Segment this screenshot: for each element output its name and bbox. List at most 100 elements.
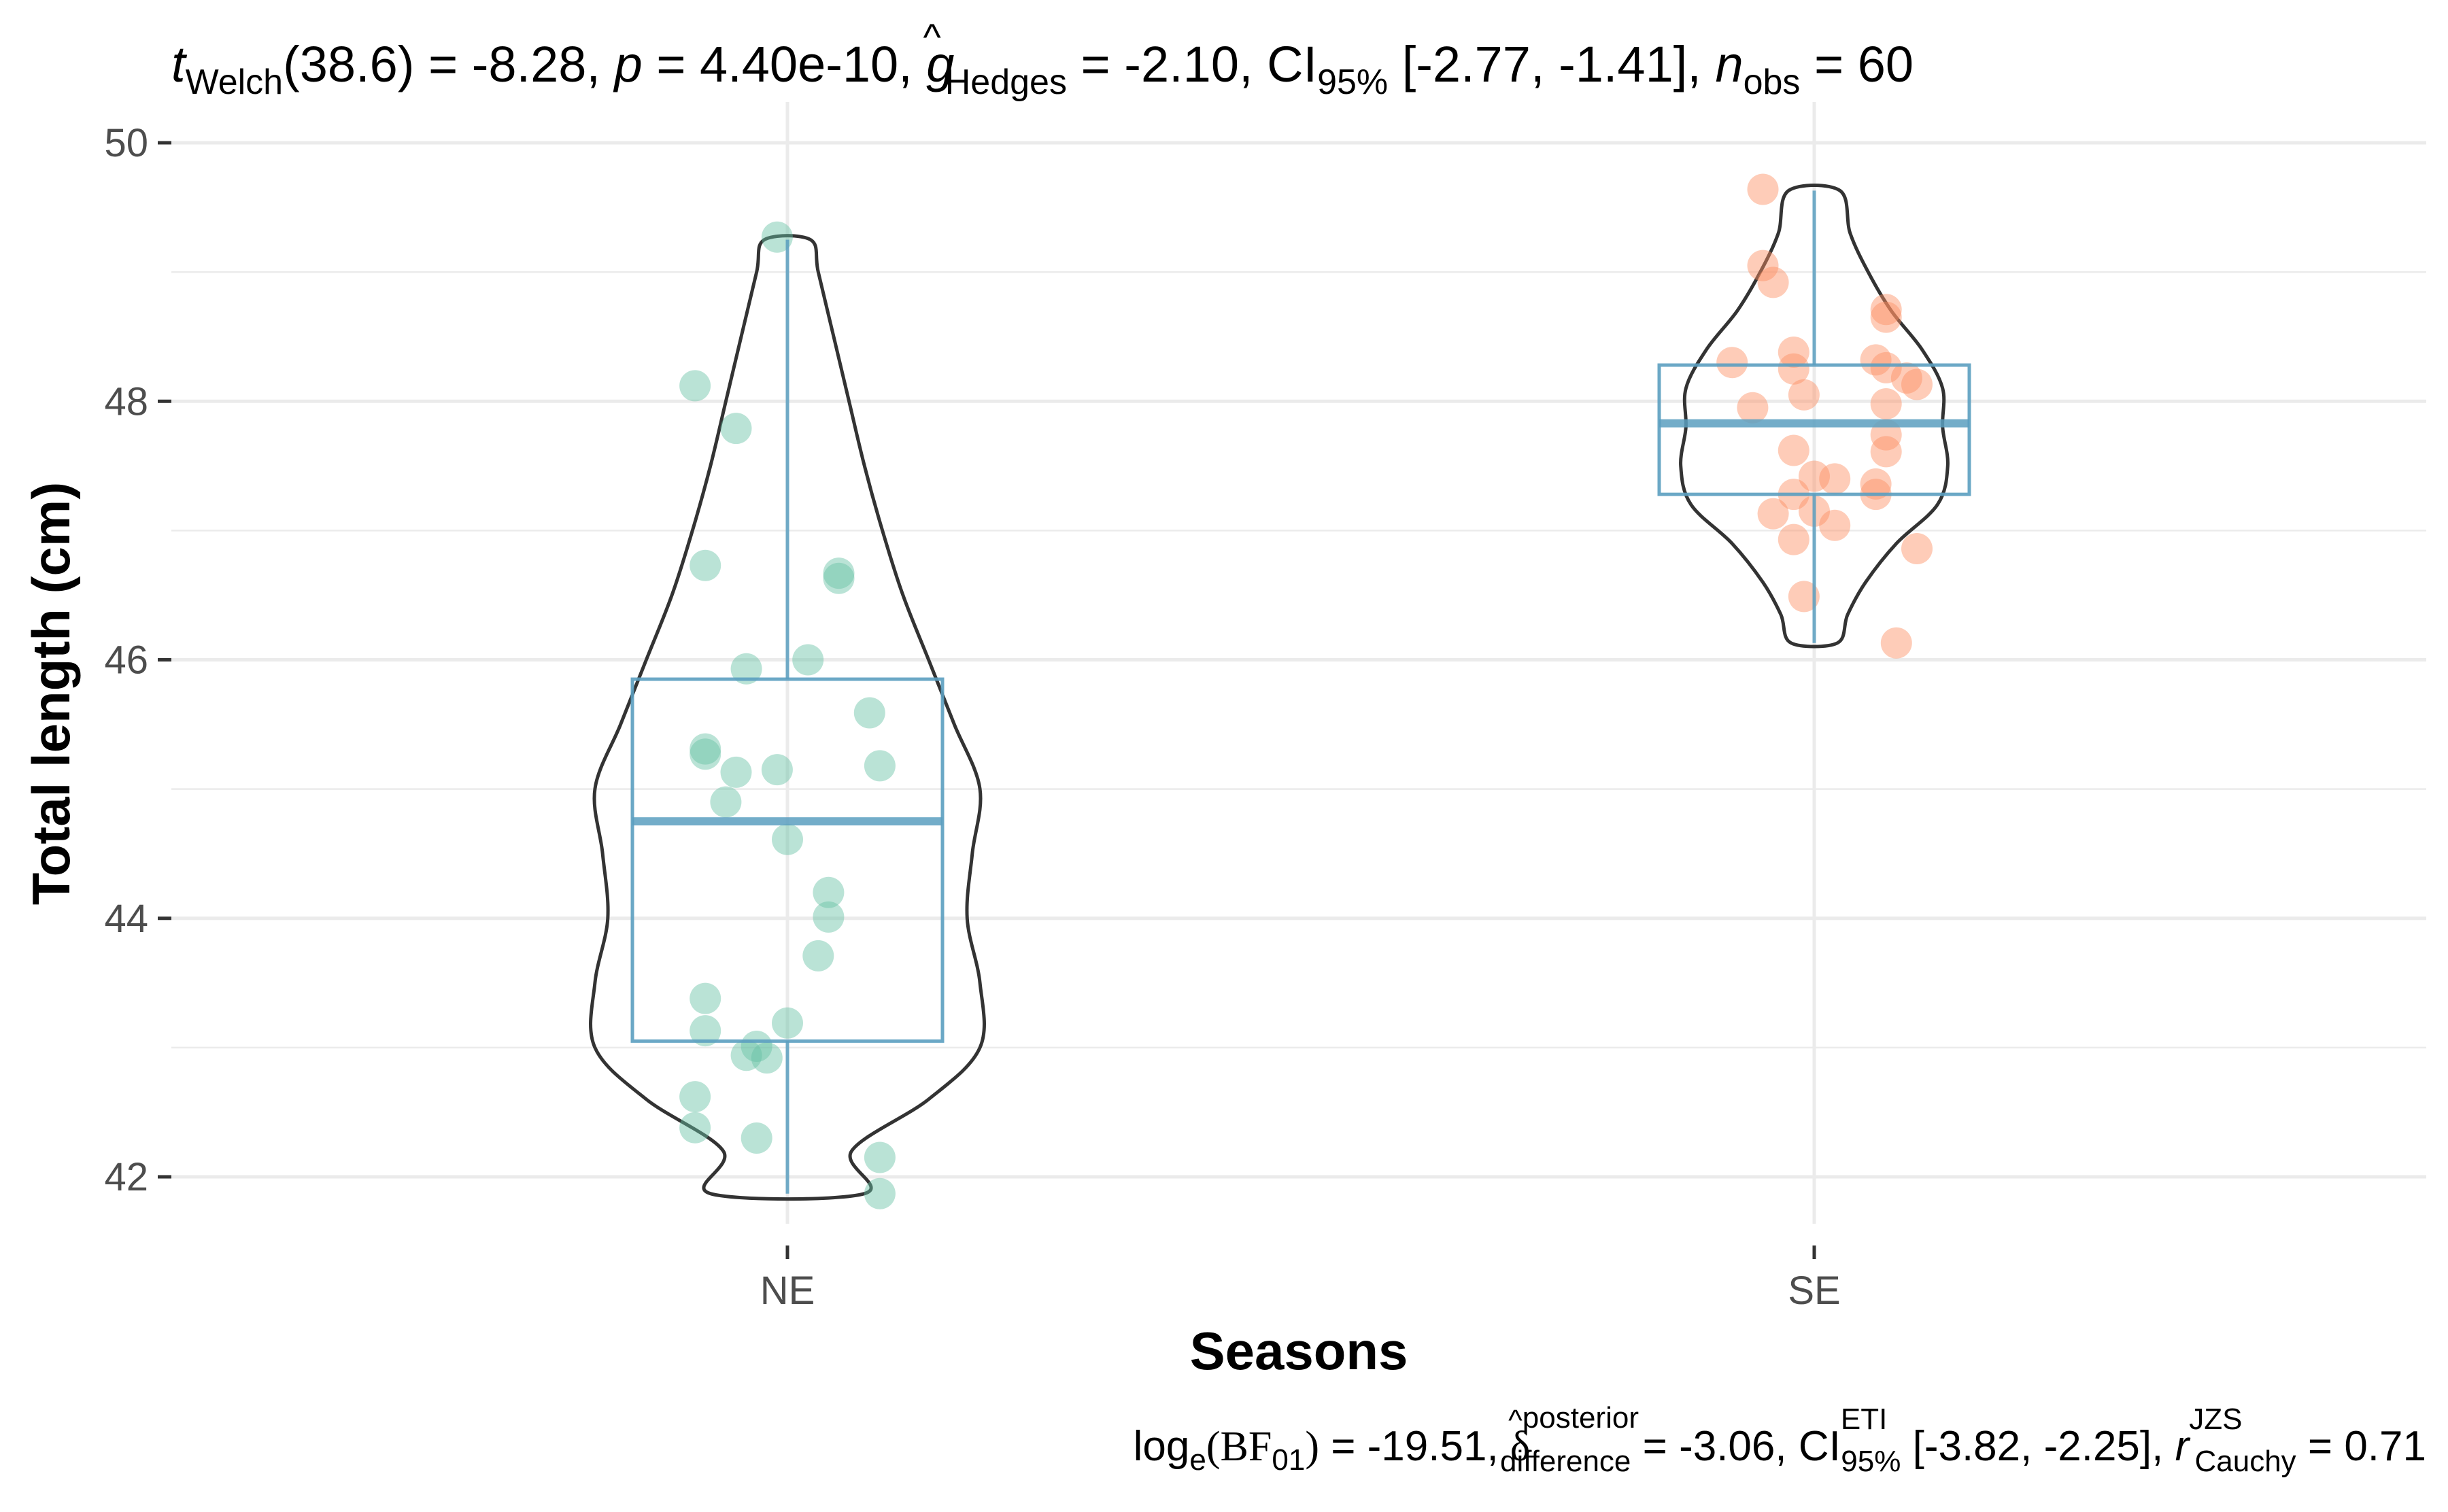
data-point-se bbox=[1870, 301, 1902, 333]
data-point-se bbox=[1870, 436, 1902, 468]
data-point-se bbox=[1778, 337, 1809, 368]
data-point-se bbox=[1778, 434, 1809, 466]
caption: loge(BF01) = -19.51, δ^posterior differen… bbox=[1134, 1401, 2426, 1478]
data-point-ne bbox=[690, 1015, 721, 1047]
data-point-ne bbox=[679, 1112, 711, 1144]
caption-ci-sup: ETI bbox=[1841, 1403, 1887, 1436]
caption-r-sup: JZS bbox=[2189, 1403, 2242, 1436]
caption-ci-sub: 95% bbox=[1841, 1445, 1901, 1478]
jitter-points bbox=[679, 173, 1933, 1209]
y-tick-label: 44 bbox=[104, 897, 148, 941]
data-point-ne bbox=[813, 901, 845, 933]
subtitle-p: p bbox=[613, 36, 643, 92]
caption-delta-sub: difference bbox=[1500, 1445, 1631, 1478]
caption-delta-val: = -3.06, bbox=[1631, 1423, 1798, 1470]
data-point-ne bbox=[761, 754, 793, 786]
y-tick-label: 46 bbox=[104, 638, 148, 683]
y-axis-title: Total length (cm) bbox=[21, 482, 81, 906]
caption-bf-close: ) bbox=[1305, 1424, 1319, 1470]
violin-ne bbox=[589, 234, 986, 1201]
data-point-ne bbox=[730, 653, 762, 685]
data-point-ne bbox=[741, 1030, 772, 1062]
caption-bf-sub: 01 bbox=[1272, 1443, 1305, 1477]
box-ne bbox=[630, 677, 945, 1043]
data-point-ne bbox=[853, 697, 885, 729]
subtitle-t-val: = -8.28, bbox=[414, 36, 614, 92]
data-point-se bbox=[1870, 294, 1902, 326]
data-point-ne bbox=[730, 1040, 762, 1071]
data-point-se bbox=[1757, 498, 1789, 530]
data-point-se bbox=[1757, 267, 1789, 298]
subtitle: tWelch(38.6) = -8.28, p = 4.40e-10, g^He… bbox=[171, 16, 1914, 102]
data-point-se bbox=[1870, 388, 1902, 420]
data-point-ne bbox=[864, 1141, 896, 1173]
data-point-se bbox=[1860, 344, 1892, 376]
caption-ci-val: [-3.82, -2.25], bbox=[1901, 1423, 2175, 1470]
data-point-ne bbox=[690, 738, 721, 770]
data-point-se bbox=[1747, 250, 1779, 281]
data-point-ne bbox=[690, 733, 721, 765]
axes: 42 44 46 48 50 NE SE bbox=[104, 121, 1840, 1313]
data-point-ne bbox=[813, 876, 845, 908]
subtitle-df: (38.6) bbox=[283, 36, 414, 92]
subtitle-n-val: = 60 bbox=[1800, 36, 1914, 92]
subtitle-g-val: = -2.10, bbox=[1067, 36, 1267, 92]
caption-log-sub: e bbox=[1189, 1443, 1206, 1477]
subtitle-g: g bbox=[926, 36, 954, 92]
data-point-ne bbox=[710, 786, 742, 818]
boxplots bbox=[630, 190, 1971, 1194]
subtitle-p-val: = 4.40e-10, bbox=[643, 36, 927, 92]
box-se bbox=[1657, 363, 1971, 496]
y-tick-label: 48 bbox=[104, 379, 148, 424]
data-point-se bbox=[1890, 362, 1922, 394]
caption-delta: δ bbox=[1510, 1424, 1530, 1470]
caption-ci: CI bbox=[1799, 1423, 1841, 1470]
y-tick-label: 50 bbox=[104, 121, 148, 165]
data-point-se bbox=[1737, 392, 1769, 424]
data-point-ne bbox=[864, 1178, 896, 1209]
data-point-se bbox=[1778, 523, 1809, 555]
data-point-se bbox=[1747, 173, 1779, 205]
caption-r-sub: Cauchy bbox=[2194, 1445, 2296, 1478]
data-point-ne bbox=[720, 413, 752, 445]
data-point-ne bbox=[751, 1042, 783, 1074]
data-point-ne bbox=[864, 750, 896, 782]
data-point-ne bbox=[720, 756, 752, 788]
caption-r: r bbox=[2175, 1423, 2191, 1470]
caption-bf-val: = -19.51, bbox=[1319, 1423, 1510, 1470]
y-tick-label: 42 bbox=[104, 1155, 148, 1199]
data-point-se bbox=[1716, 347, 1748, 379]
data-point-ne bbox=[761, 221, 793, 253]
data-point-ne bbox=[823, 557, 855, 589]
subtitle-n-sub: obs bbox=[1744, 63, 1801, 102]
data-point-se bbox=[1901, 532, 1933, 564]
data-point-ne bbox=[741, 1122, 772, 1154]
subtitle-ci: CI bbox=[1267, 36, 1317, 92]
data-point-se bbox=[1870, 351, 1902, 383]
data-point-ne bbox=[690, 549, 721, 581]
data-point-ne bbox=[690, 982, 721, 1014]
data-point-ne bbox=[679, 370, 711, 402]
data-point-ne bbox=[802, 940, 834, 972]
data-point-se bbox=[1778, 353, 1809, 385]
subtitle-ci-sub: 95% bbox=[1317, 63, 1388, 102]
x-axis-title: Seasons bbox=[1190, 1321, 1408, 1381]
data-point-se bbox=[1819, 509, 1851, 541]
caption-delta-hat: ^ bbox=[1508, 1404, 1523, 1437]
subtitle-n: n bbox=[1715, 36, 1743, 92]
subtitle-ci-val: [-2.77, -1.41], bbox=[1388, 36, 1715, 92]
x-tick-label: SE bbox=[1788, 1269, 1840, 1313]
caption-delta-sup: posterior bbox=[1523, 1401, 1639, 1434]
data-point-ne bbox=[679, 1081, 711, 1113]
data-point-ne bbox=[792, 644, 824, 676]
subtitle-g-hat: ^ bbox=[923, 16, 940, 58]
caption-r-val: = 0.71 bbox=[2296, 1423, 2426, 1470]
data-point-se bbox=[1819, 463, 1851, 495]
subtitle-g-sub: Hedges bbox=[945, 63, 1067, 102]
subtitle-t-sub: Welch bbox=[186, 63, 284, 102]
data-point-se bbox=[1788, 379, 1820, 411]
data-point-se bbox=[1901, 368, 1933, 400]
data-point-ne bbox=[772, 823, 803, 855]
data-point-ne bbox=[772, 1007, 803, 1039]
